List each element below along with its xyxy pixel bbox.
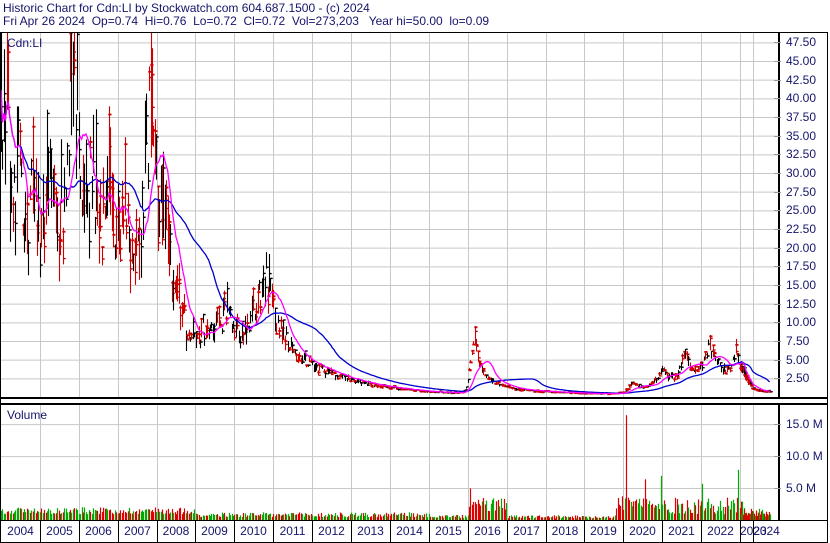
x-axis-year-label: 2019 xyxy=(590,524,617,538)
x-axis-separator xyxy=(740,521,741,542)
x-axis-separator xyxy=(507,521,508,542)
price-axis: 47.50 45.00 42.50 40.00 37.50 35.00 32.50 30.00… xyxy=(774,33,827,397)
x-axis-year-label: 2018 xyxy=(551,524,579,538)
x-axis-year-label: 2021 xyxy=(668,524,695,538)
x-axis-separator xyxy=(351,521,352,542)
volume-tick-label: 5.0 M xyxy=(786,481,817,496)
price-tick-label: 37.50 xyxy=(786,110,817,124)
x-axis-year-label: 2010 xyxy=(240,524,267,538)
x-axis-separator xyxy=(390,521,391,542)
price-tick-label: 30.00 xyxy=(786,166,817,180)
price-series xyxy=(1,33,773,396)
price-tick-label: 7.50 xyxy=(786,334,810,348)
x-axis-year-label: 2017 xyxy=(513,524,540,538)
x-axis-separator xyxy=(79,521,80,542)
x-axis-separator xyxy=(468,521,469,542)
x-axis-year-label: 2023 xyxy=(740,524,767,538)
x-axis-year-label: 2016 xyxy=(474,524,501,538)
price-tick-label: 12.50 xyxy=(786,296,817,311)
price-tick-label: 22.50 xyxy=(786,222,817,236)
volume-panel-label: Volume xyxy=(7,408,48,422)
x-axis-separator xyxy=(429,521,430,542)
x-axis-separator xyxy=(701,521,702,542)
x-axis-year-label: 2020 xyxy=(629,524,656,538)
x-axis-separator xyxy=(118,521,119,542)
fast-moving-average xyxy=(1,89,770,395)
x-axis-year-label: 2015 xyxy=(435,524,462,538)
x-axis-year-label: 2004 xyxy=(7,524,34,538)
price-tick-label: 10.00 xyxy=(786,315,817,330)
chart-quote-line: Fri Apr 26 2024 Op=0.74 Hi=0.76 Lo=0.72 … xyxy=(3,14,490,28)
volume-series xyxy=(1,415,772,520)
price-panel-label: Cdn:LI xyxy=(7,36,43,50)
volume-gridlines xyxy=(1,405,778,520)
x-axis-year-label: 2006 xyxy=(85,524,112,538)
x-axis-separator xyxy=(273,521,274,542)
price-gridlines xyxy=(1,33,778,397)
x-axis-year-label: 2012 xyxy=(318,524,345,538)
price-tick-label: 15.00 xyxy=(786,278,817,292)
x-axis-separator xyxy=(662,521,663,542)
chart-frame: Cdn:LI 47.50 45.00 42.50 40.00 37.50 35.00 32.… xyxy=(0,32,828,521)
price-tick-label: 27.50 xyxy=(786,184,817,199)
volume-tick-label: 15.0 M xyxy=(786,417,823,432)
x-axis-separator xyxy=(312,521,313,542)
price-tick-label: 32.50 xyxy=(786,147,817,162)
price-tick-label: 17.50 xyxy=(786,259,817,274)
chart-title: Historic Chart for Cdn:LI by Stockwatch.… xyxy=(3,1,370,15)
slow-moving-average xyxy=(1,89,771,394)
x-axis-year-label: 2022 xyxy=(707,524,734,538)
price-tick-label: 25.00 xyxy=(786,203,817,218)
price-tick-label: 47.50 xyxy=(786,35,817,50)
x-axis-year-label: 2008 xyxy=(162,524,190,538)
price-tick-label: 20.00 xyxy=(786,240,817,255)
x-axis-year-label: 2009 xyxy=(201,524,228,538)
price-tick-label: 42.50 xyxy=(786,72,817,87)
x-axis-year-label: 2007 xyxy=(124,524,151,538)
x-axis-separator xyxy=(234,521,235,542)
x-axis-years: 2004 2005 2006 2007 2008 2009 2010 2011 2012 2013… xyxy=(0,521,828,543)
x-axis-separator xyxy=(546,521,547,542)
price-tick-label: 35.00 xyxy=(786,128,817,143)
volume-axis: 15.0 M 10.0 M 5.0 M xyxy=(774,405,827,520)
x-axis-separator xyxy=(753,521,754,542)
x-axis-year-label: 2024 xyxy=(753,524,780,538)
price-tick-label: 2.50 xyxy=(786,371,810,386)
x-axis-separator xyxy=(195,521,196,542)
price-tick-label: 5.00 xyxy=(786,352,810,367)
x-axis-separator xyxy=(40,521,41,542)
panel-divider xyxy=(1,397,827,405)
x-axis-year-label: 2013 xyxy=(357,524,384,538)
volume-tick-label: 10.0 M xyxy=(786,449,823,464)
price-panel[interactable]: Cdn:LI xyxy=(1,33,780,397)
volume-panel[interactable]: Volume xyxy=(1,405,780,520)
x-axis-separator xyxy=(157,521,158,542)
x-axis-year-label: 2014 xyxy=(396,524,423,538)
x-axis-year-label: 2011 xyxy=(279,524,306,538)
x-axis-year-label: 2005 xyxy=(46,524,73,538)
price-tick-label: 45.00 xyxy=(786,54,817,68)
price-tick-label: 40.00 xyxy=(786,91,817,106)
x-axis-separator xyxy=(584,521,585,542)
x-axis-separator xyxy=(623,521,624,542)
